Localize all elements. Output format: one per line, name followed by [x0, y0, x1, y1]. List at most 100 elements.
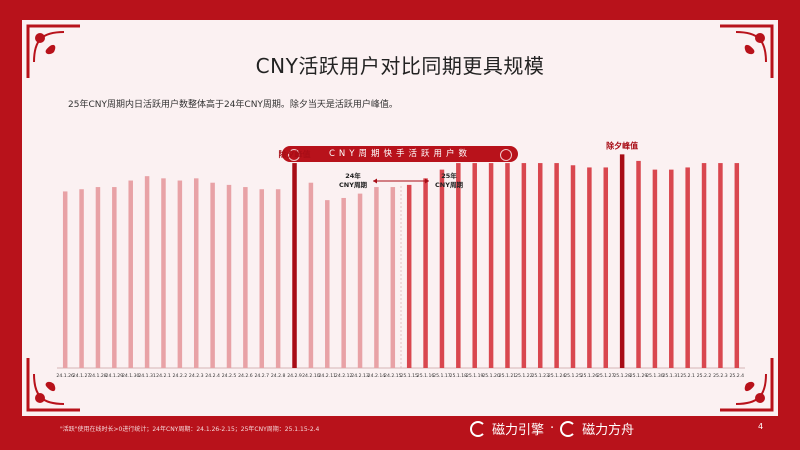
x-tick-label: 24.1.27 — [73, 373, 91, 379]
bar — [357, 193, 363, 368]
bar — [603, 167, 609, 368]
ornament-icon — [720, 24, 774, 78]
bar — [275, 189, 281, 368]
brand-logo-icon — [560, 420, 577, 437]
x-tick-label: 25.2.1 — [680, 373, 695, 379]
bar — [505, 163, 510, 368]
x-tick-label: 25.1.19 — [466, 373, 484, 379]
bar — [488, 163, 494, 368]
x-tick-label: 25.1.31 — [663, 373, 681, 379]
bar — [734, 163, 740, 368]
x-tick-label: 24.2.10 — [302, 373, 320, 379]
x-tick-label: 24.1.28 — [89, 373, 107, 379]
x-tick-label: 24.2.15 — [384, 373, 402, 379]
bar — [570, 165, 576, 368]
x-tick-label: 25.1.28 — [613, 373, 631, 379]
bar — [177, 180, 183, 368]
x-tick-label: 25.1.29 — [630, 373, 648, 379]
x-tick-label: 25.1.21 — [499, 373, 517, 379]
bar — [472, 163, 477, 368]
x-tick-label: 24.2.12 — [335, 373, 353, 379]
bar — [341, 197, 346, 368]
x-tick-label: 24.2.1 — [156, 373, 171, 379]
x-tick-label: 24.2.4 — [205, 373, 220, 379]
brand-left: 磁力引擎 — [492, 423, 545, 438]
x-tick-label: 24.2.14 — [368, 373, 386, 379]
bar — [308, 182, 314, 368]
bar — [685, 167, 690, 368]
x-tick-label: 24.1.31 — [138, 373, 156, 379]
x-tick-label: 25.1.27 — [597, 373, 615, 379]
x-tick-label: 25.2.4 — [729, 373, 744, 379]
x-tick-label: 25.1.15 — [400, 373, 418, 379]
footnote: "活跃"使用在线时长>0进行统计；24年CNY周期：24.1.26-2.15；2… — [60, 426, 320, 433]
bar — [439, 169, 445, 368]
bar — [95, 187, 101, 368]
bar — [144, 176, 150, 368]
x-tick-label: 24.1.30 — [122, 373, 140, 379]
x-tick-label: 24.2.13 — [351, 373, 369, 379]
brand-right: 磁力方舟 — [582, 423, 635, 438]
peak-label: 除夕峰值 — [279, 149, 311, 159]
bar — [193, 178, 199, 368]
ornament-icon — [26, 358, 80, 412]
bar — [259, 189, 265, 368]
x-tick-label: 25.2.2 — [697, 373, 712, 379]
bar — [423, 178, 428, 368]
bar — [292, 163, 297, 368]
bar — [718, 163, 723, 368]
page-number: 4 — [758, 422, 764, 431]
bar — [210, 182, 215, 368]
bar — [79, 189, 84, 368]
page-subtitle: 25年CNY周期内日活跃用户数整体高于24年CNY周期。除夕当天是活跃用户峰值。 — [68, 100, 398, 110]
x-tick-label: 24.2.9 — [287, 373, 302, 379]
x-tick-label: 25.1.18 — [450, 373, 468, 379]
period-label: 24年 — [345, 171, 361, 180]
bar — [128, 180, 133, 368]
bar — [619, 154, 625, 368]
x-tick-label: 24.2.6 — [238, 373, 253, 379]
bar — [652, 169, 658, 368]
x-tick-label: 25.1.22 — [515, 373, 533, 379]
x-tick-label: 24.2.2 — [173, 373, 188, 379]
x-tick-label: 24.2.5 — [222, 373, 237, 379]
bar — [374, 187, 379, 368]
chart-title: CNY周期快手活跃用户数 — [282, 146, 518, 162]
x-tick-label: 25.1.23 — [531, 373, 549, 379]
ornament-icon — [26, 24, 80, 78]
page-title: CNY活跃用户对比同期更具规模 — [255, 54, 545, 78]
period-label: CNY周期 — [435, 180, 463, 189]
bar — [226, 184, 232, 368]
brand-logo-icon — [470, 420, 486, 437]
x-tick-label: 24.1.29 — [106, 373, 124, 379]
x-tick-label: 25.1.26 — [581, 373, 599, 379]
bar — [161, 178, 166, 368]
x-tick-label: 25.1.17 — [433, 373, 451, 379]
bar — [325, 200, 330, 368]
bar — [537, 163, 543, 368]
x-tick-label: 24.2.11 — [319, 373, 337, 379]
x-tick-label: 25.1.16 — [417, 373, 435, 379]
x-tick-label: 24.2.7 — [254, 373, 269, 379]
x-tick-label: 25.1.25 — [564, 373, 582, 379]
bar — [587, 167, 592, 368]
brand-separator: · — [550, 421, 555, 436]
brand-footer: 磁力引擎 · 磁力方舟 — [470, 419, 634, 438]
bar — [62, 191, 68, 368]
double-arrow-icon — [373, 178, 429, 184]
bar — [701, 163, 707, 368]
period-label: 25年 — [441, 171, 457, 180]
bar — [406, 184, 412, 368]
x-tick-label: 25.1.30 — [646, 373, 664, 379]
bar — [554, 163, 559, 368]
peak-label: 除夕峰值 — [606, 140, 638, 150]
bar — [390, 187, 396, 368]
x-tick-label: 25.2.3 — [713, 373, 728, 379]
bar — [112, 187, 117, 368]
x-tick-label: 24.1.26 — [56, 373, 74, 379]
x-tick-label: 25.1.20 — [482, 373, 500, 379]
bar — [456, 163, 461, 368]
x-tick-label: 24.2.3 — [189, 373, 204, 379]
